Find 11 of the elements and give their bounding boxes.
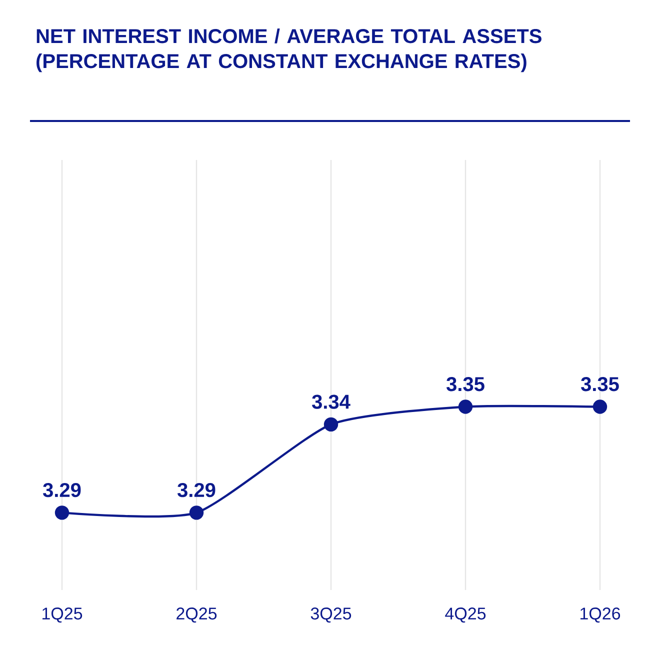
- x-tick-label: 1Q25: [42, 608, 82, 623]
- x-tick-label: 3Q25: [310, 608, 352, 623]
- data-label: 3.35: [580, 377, 619, 392]
- data-label: 3.29: [177, 482, 216, 498]
- chart-title: NET INTEREST INCOME / AVERAGE TOTAL ASSETS (PERCENTAGE AT CONSTANT EXCHANGE RATES): [36, 28, 542, 72]
- x-tick-label: 1Q26: [580, 608, 620, 623]
- x-tick-label: 2Q25: [176, 608, 217, 623]
- data-label: 3.34: [312, 394, 350, 409]
- data-label: 3.29: [42, 482, 81, 498]
- data-label: 3.35: [446, 377, 484, 392]
- x-tick-label: 4Q25: [445, 608, 486, 623]
